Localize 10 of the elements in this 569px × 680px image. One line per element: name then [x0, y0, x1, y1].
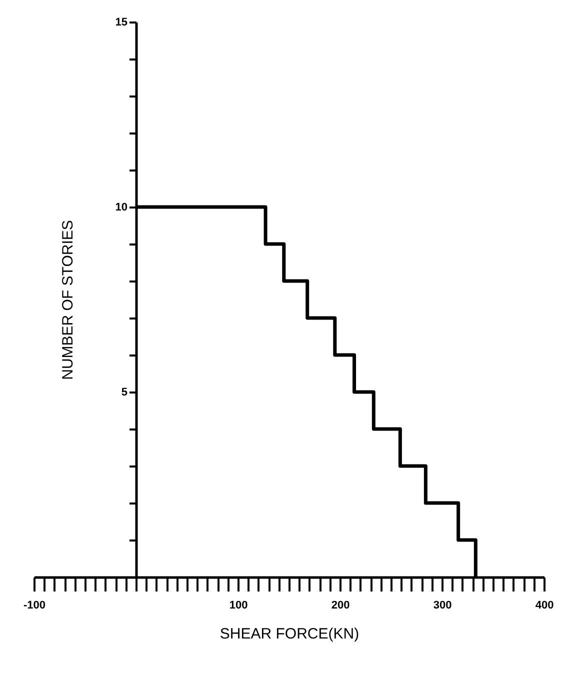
y-axis-title: NUMBER OF STORIES: [59, 220, 76, 380]
y-tick-label: 10: [115, 202, 128, 214]
x-axis-title: SHEAR FORCE(KN): [220, 626, 360, 642]
y-tick-label: 5: [121, 386, 128, 398]
x-tick-label: -100: [23, 600, 46, 612]
y-tick-label: 15: [115, 16, 128, 28]
x-tick-label: 400: [535, 600, 554, 612]
x-tick-label: 200: [331, 600, 350, 612]
x-tick-label: 100: [229, 600, 248, 612]
x-tick-label: 300: [433, 600, 452, 612]
